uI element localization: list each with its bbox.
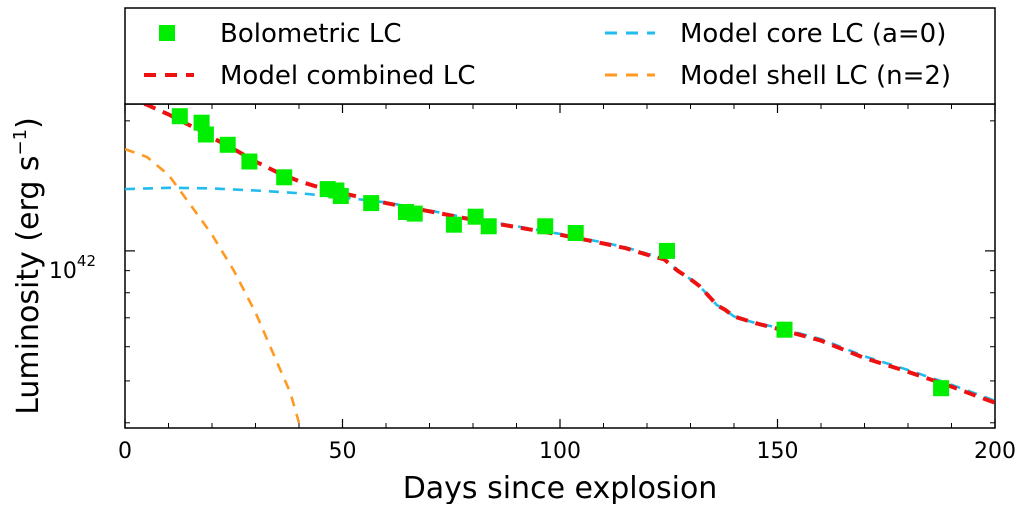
legend-label-bolometric: Bolometric LC xyxy=(220,19,402,49)
x-tick-label: 150 xyxy=(757,439,799,464)
legend-label-combined: Model combined LC xyxy=(220,61,475,91)
x-axis-title: Days since explosion xyxy=(403,471,718,504)
data-point xyxy=(171,108,188,125)
data-point xyxy=(567,225,584,241)
data-point xyxy=(276,169,293,186)
data-point xyxy=(332,188,349,204)
bolometric-markers xyxy=(171,108,950,397)
data-point xyxy=(467,208,484,225)
data-point xyxy=(537,218,554,235)
series-line-1 xyxy=(136,104,995,405)
axis-ticks xyxy=(124,104,996,428)
plot-frame xyxy=(124,103,996,429)
legend-marker-bolometric xyxy=(159,25,175,41)
legend: Bolometric LC Model combined LC Model co… xyxy=(124,7,996,105)
y-axis-title: Luminosity (erg s−1) xyxy=(10,117,46,415)
data-point xyxy=(241,153,258,170)
model-curves xyxy=(125,104,995,424)
x-tick-labels: 0 50 100 150 200 xyxy=(118,439,1016,464)
data-point xyxy=(480,218,497,235)
x-tick-label: 50 xyxy=(329,439,357,464)
data-point xyxy=(445,216,462,233)
data-point xyxy=(776,321,793,338)
y-tick-label: 1042 xyxy=(49,252,96,284)
legend-label-core: Model core LC (a=0) xyxy=(680,19,946,49)
series-line-3 xyxy=(125,147,301,424)
data-point xyxy=(406,205,423,222)
legend-label-shell: Model shell LC (n=2) xyxy=(680,61,951,91)
data-point xyxy=(659,242,675,259)
data-point xyxy=(933,380,950,397)
data-point xyxy=(363,195,380,212)
legend-box xyxy=(124,7,996,105)
x-tick-label: 200 xyxy=(974,439,1016,464)
x-tick-label: 0 xyxy=(118,439,132,464)
x-tick-label: 100 xyxy=(539,439,581,464)
series-line-2 xyxy=(125,186,995,402)
data-point xyxy=(219,136,236,153)
data-point xyxy=(197,126,214,143)
